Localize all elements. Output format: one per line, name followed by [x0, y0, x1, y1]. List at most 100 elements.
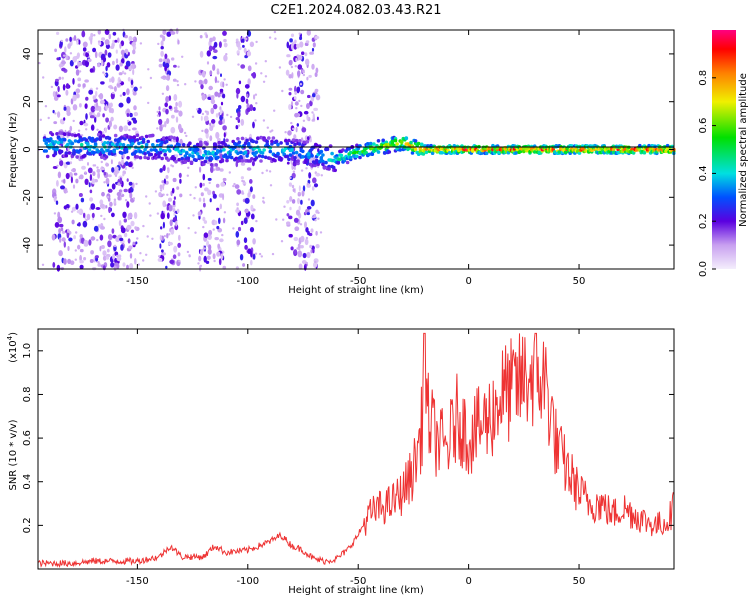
- noise-point: [113, 86, 117, 92]
- noise-point: [110, 262, 115, 268]
- spectrogram-ridge-layer: [42, 131, 676, 173]
- noise-point: [118, 125, 123, 132]
- noise-point: [237, 63, 240, 66]
- noise-point: [139, 252, 142, 255]
- noise-point: [245, 37, 248, 41]
- noise-point: [301, 51, 305, 55]
- noise-point: [69, 36, 72, 42]
- noise-point: [294, 112, 299, 118]
- noise-point: [300, 245, 304, 249]
- noise-point: [186, 174, 189, 177]
- noise-point: [307, 198, 311, 201]
- noise-point: [127, 161, 133, 168]
- ridge-point: [421, 152, 426, 156]
- noise-point: [235, 117, 240, 121]
- noise-point: [57, 171, 62, 179]
- noise-point: [314, 72, 318, 77]
- noise-point: [176, 80, 179, 83]
- noise-point: [297, 250, 303, 258]
- noise-point: [235, 87, 241, 95]
- noise-point: [112, 31, 117, 36]
- noise-point: [126, 178, 129, 182]
- noise-point: [126, 96, 131, 104]
- ridge-point: [55, 132, 59, 136]
- noise-point: [95, 101, 99, 108]
- noise-point: [292, 166, 295, 170]
- noise-point: [60, 185, 65, 190]
- noise-point: [75, 203, 79, 210]
- noise-point: [309, 244, 313, 249]
- noise-point: [158, 118, 163, 126]
- noise-point: [295, 209, 301, 216]
- noise-point: [289, 38, 293, 43]
- noise-point: [266, 126, 269, 129]
- ridge-point: [124, 149, 129, 154]
- noise-point: [304, 238, 309, 246]
- noise-point: [50, 85, 54, 89]
- noise-point: [205, 34, 208, 39]
- noise-point: [311, 119, 314, 122]
- ridge-point: [212, 146, 217, 151]
- noise-point: [202, 183, 205, 187]
- noise-point: [80, 158, 84, 162]
- ridge-point: [205, 156, 209, 160]
- noise-point: [52, 91, 56, 98]
- noise-point: [130, 79, 134, 86]
- noise-point: [156, 212, 160, 215]
- ridge-point: [112, 149, 116, 154]
- noise-point: [116, 191, 122, 197]
- noise-point: [236, 207, 239, 210]
- noise-point: [177, 242, 182, 248]
- noise-point: [159, 189, 163, 192]
- noise-point: [311, 216, 315, 219]
- noise-point: [106, 195, 110, 199]
- noise-point: [78, 70, 82, 73]
- noise-point: [74, 249, 78, 252]
- noise-point: [179, 178, 182, 184]
- ridge-point: [75, 155, 79, 159]
- ridge-point: [73, 139, 78, 143]
- ridge-point: [100, 155, 104, 159]
- noise-point: [102, 71, 105, 74]
- noise-point: [122, 211, 127, 218]
- noise-point: [100, 245, 105, 249]
- ridge-point: [416, 141, 421, 146]
- x-tick-label: 0: [465, 276, 471, 287]
- noise-point: [135, 182, 138, 186]
- noise-point: [53, 95, 59, 101]
- noise-point: [171, 187, 175, 194]
- noise-point: [249, 41, 255, 48]
- snr-multiplier-label: (x104): [6, 332, 19, 363]
- noise-point: [298, 192, 301, 195]
- noise-point: [288, 59, 293, 66]
- noise-point: [159, 168, 163, 173]
- noise-point: [160, 50, 164, 57]
- noise-point: [216, 225, 220, 230]
- noise-point: [294, 39, 297, 44]
- noise-point: [298, 99, 301, 103]
- ridge-point: [113, 138, 118, 142]
- noise-point: [120, 40, 125, 47]
- noise-point: [158, 63, 163, 68]
- noise-point: [116, 263, 120, 269]
- ridge-point: [293, 156, 297, 160]
- noise-point: [282, 218, 285, 221]
- noise-point: [317, 217, 320, 220]
- ridge-point: [79, 142, 84, 147]
- ridge-point: [381, 138, 386, 143]
- ridge-point: [268, 156, 273, 161]
- noise-point: [103, 73, 107, 77]
- noise-point: [159, 243, 162, 249]
- noise-point: [77, 129, 81, 132]
- noise-point: [66, 135, 69, 138]
- noise-point: [159, 234, 162, 241]
- noise-point: [216, 70, 220, 75]
- noise-point: [105, 256, 110, 260]
- noise-point: [320, 174, 323, 177]
- noise-point: [54, 222, 60, 228]
- noise-point: [288, 87, 293, 91]
- ridge-point: [121, 143, 126, 147]
- ridge-point: [263, 155, 268, 160]
- noise-point: [295, 126, 298, 133]
- noise-point: [297, 70, 301, 77]
